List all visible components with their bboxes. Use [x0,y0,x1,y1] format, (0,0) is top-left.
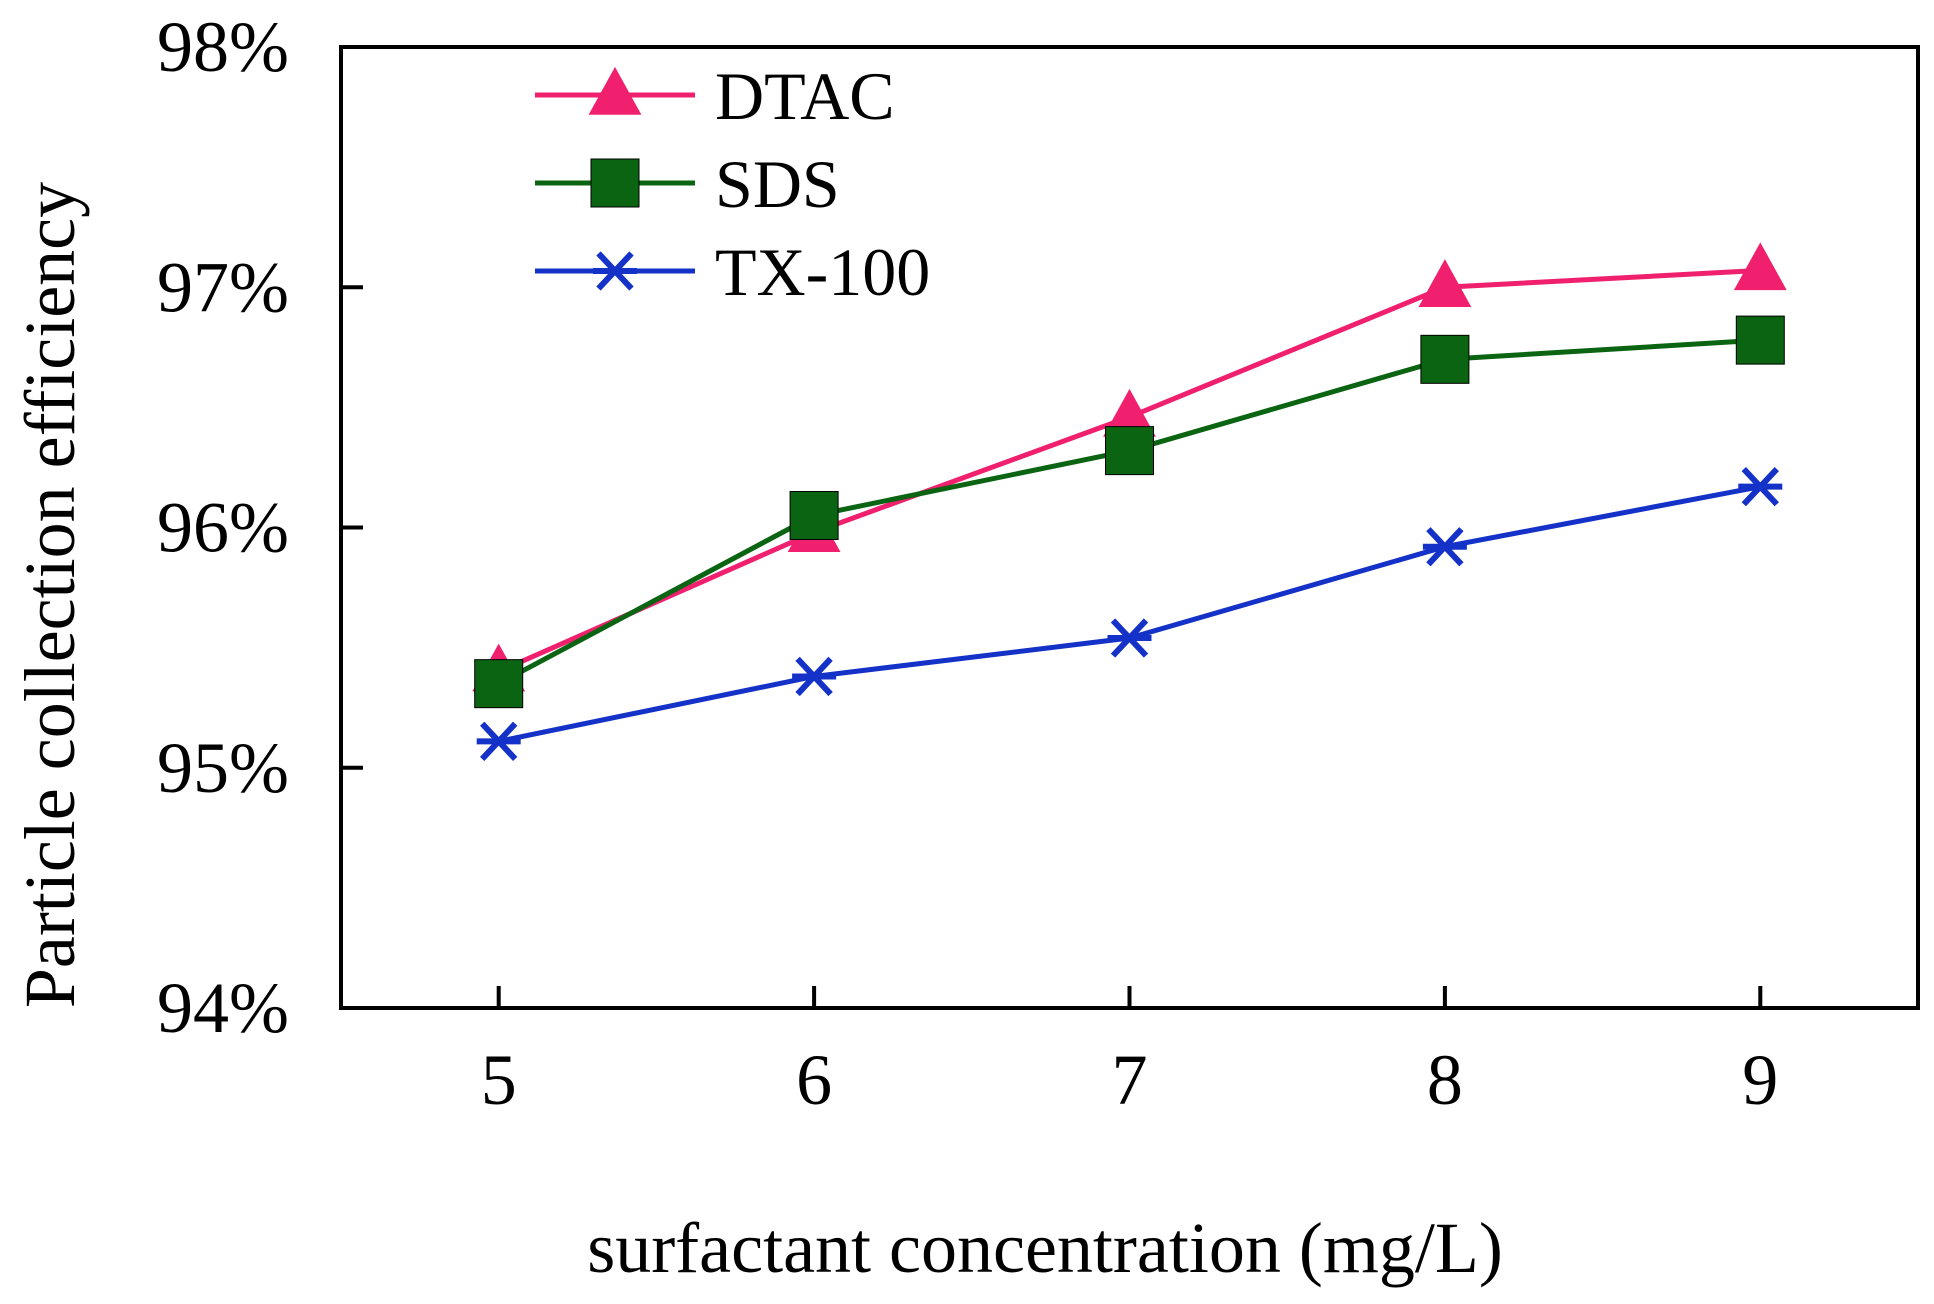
data-point-tx-100-6 [792,656,837,697]
x-axis-title: surfactant concentration (mg/L) [587,1208,1503,1288]
legend-marker-dtac [588,66,642,115]
data-point-sds-5 [474,659,524,709]
y-tick-labels: 94% 95% 96% 97% 98% [157,7,289,1048]
legend-label-sds: SDS [715,146,840,222]
series-line-tx-100 [498,484,1761,744]
series-tx-100 [476,467,1783,761]
x-tick-label-6: 6 [796,1040,832,1120]
legend-item-sds: SDS [535,146,840,222]
legend-label-tx-100: TX-100 [715,234,930,310]
x-tick-label-9: 9 [1742,1040,1778,1120]
x-tick-labels: 5 6 7 8 9 [481,1040,1779,1120]
data-point-tx-100-7 [1107,618,1152,658]
plot-area-frame [339,45,1920,1010]
legend-marker-tx-100 [593,251,637,291]
y-tick-label-94: 94% [157,968,289,1048]
y-tick-label-96: 96% [157,488,289,568]
series-sds [474,315,1785,709]
x-tick-label-7: 7 [1112,1040,1148,1120]
tick-marks [341,45,1763,1010]
y-tick-label-95: 95% [157,728,289,808]
legend-label-dtac: DTAC [715,58,895,134]
y-axis-title: Particle collection efficiency [10,182,90,1008]
data-point-dtac-9 [1733,242,1787,291]
y-tick-label-97: 97% [157,247,289,327]
legend: DTAC SDS TX-100 [535,58,930,310]
series-layer [472,242,1787,761]
data-point-sds-8 [1420,334,1470,384]
data-point-sds-6 [789,490,839,540]
legend-item-dtac: DTAC [535,58,895,134]
data-point-sds-9 [1735,315,1785,365]
y-tick-label-98: 98% [157,7,289,87]
x-tick-label-5: 5 [481,1040,517,1120]
x-tick-label-8: 8 [1427,1040,1463,1120]
legend-marker-sds [590,158,640,208]
data-point-dtac-8 [1418,259,1472,307]
data-point-tx-100-8 [1422,527,1467,567]
data-point-tx-100-9 [1738,467,1783,507]
data-point-tx-100-5 [476,721,521,761]
data-point-sds-7 [1105,426,1154,476]
legend-item-tx-100: TX-100 [535,234,930,310]
